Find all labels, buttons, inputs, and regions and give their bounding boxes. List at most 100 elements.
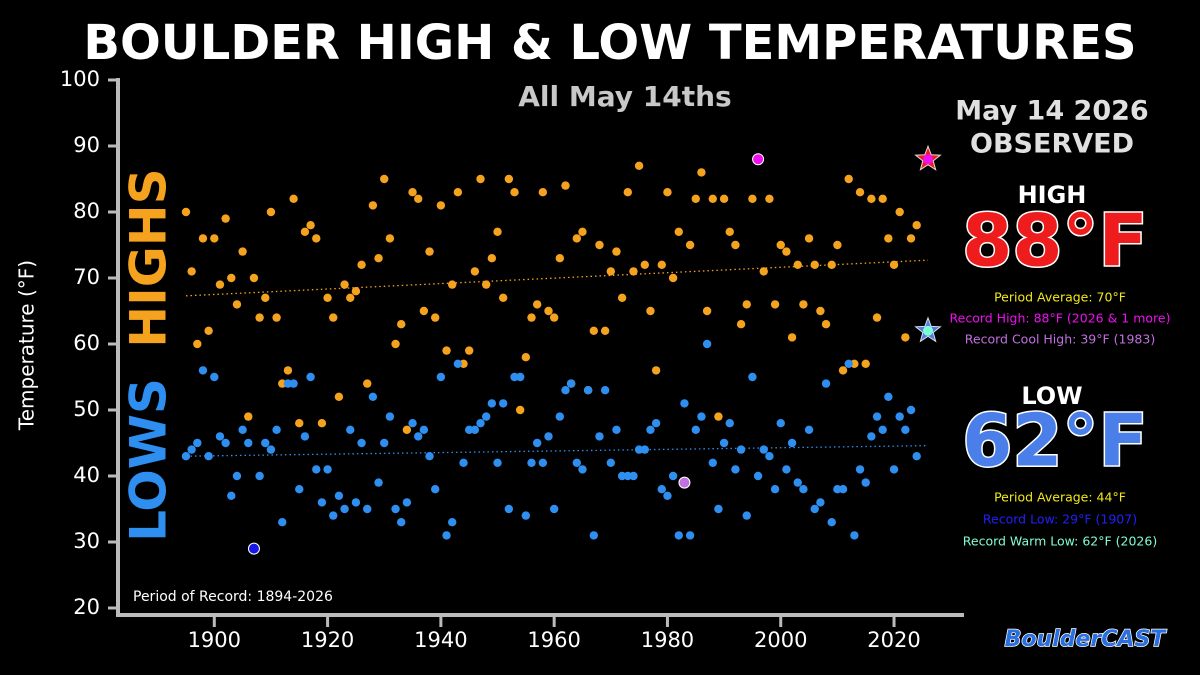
point — [436, 372, 446, 382]
point — [419, 306, 429, 316]
point — [889, 465, 899, 474]
point — [187, 445, 196, 454]
point — [578, 465, 587, 474]
point — [827, 260, 836, 269]
point — [708, 458, 717, 467]
point — [521, 511, 531, 520]
point — [816, 498, 825, 507]
point — [419, 425, 429, 434]
point — [595, 432, 604, 441]
point — [861, 478, 870, 487]
point — [810, 504, 819, 514]
point — [544, 306, 553, 316]
point — [668, 273, 678, 283]
point — [646, 306, 655, 316]
point — [561, 386, 570, 395]
point — [272, 313, 281, 322]
point — [595, 240, 604, 250]
point — [476, 174, 485, 184]
point — [272, 425, 281, 434]
point — [549, 504, 559, 514]
point — [697, 168, 706, 177]
y-tick-label: 90 — [73, 133, 100, 157]
point — [198, 366, 208, 375]
point — [821, 379, 831, 388]
point — [895, 412, 904, 421]
point — [793, 478, 802, 487]
point — [289, 379, 298, 388]
point — [521, 353, 531, 362]
point — [555, 254, 565, 263]
point — [612, 425, 621, 434]
point — [317, 419, 327, 428]
point — [515, 372, 525, 382]
point — [374, 478, 383, 487]
point — [657, 485, 666, 494]
point — [906, 234, 916, 243]
point — [895, 207, 904, 217]
point — [827, 518, 836, 527]
chart-title: BOULDER HIGH & LOW TEMPERATURES — [83, 15, 1136, 71]
point — [187, 267, 196, 276]
point — [215, 432, 225, 441]
point — [663, 188, 672, 197]
record-period: Period of Record: 1894-2026 — [133, 589, 333, 605]
point — [612, 247, 621, 256]
point — [498, 293, 508, 302]
point — [532, 300, 542, 309]
y-tick-label: 70 — [73, 265, 100, 289]
record-point — [247, 542, 260, 555]
point — [844, 174, 853, 184]
point — [787, 438, 797, 448]
point — [561, 181, 570, 190]
x-tick-label: 1940 — [414, 628, 467, 652]
point — [697, 412, 706, 421]
point — [278, 518, 287, 527]
point — [748, 372, 757, 382]
x-tick-label: 1960 — [527, 628, 580, 652]
point — [351, 287, 361, 296]
point — [459, 458, 468, 467]
point — [623, 188, 632, 197]
point — [510, 188, 519, 197]
point — [685, 240, 695, 250]
point — [346, 425, 355, 434]
point — [702, 339, 712, 349]
point — [181, 207, 191, 217]
point — [238, 247, 247, 256]
point — [725, 227, 734, 236]
point — [425, 247, 434, 256]
point — [844, 359, 853, 368]
point — [295, 485, 304, 494]
point — [493, 227, 502, 236]
point — [572, 458, 582, 467]
point — [210, 372, 219, 382]
point — [340, 504, 349, 514]
point — [527, 313, 536, 322]
point — [385, 234, 395, 243]
panel-status: OBSERVED — [970, 129, 1134, 160]
record-point — [678, 476, 691, 489]
point — [351, 498, 361, 507]
point — [600, 326, 610, 335]
x-tick-label: 1980 — [641, 628, 694, 652]
point — [414, 432, 423, 441]
point — [295, 419, 304, 428]
point — [448, 518, 457, 527]
point — [770, 485, 780, 494]
y-tick-label: 80 — [73, 199, 100, 223]
point — [266, 207, 276, 217]
point — [544, 432, 553, 441]
high-note: Record High: 88°F (2026 & 1 more) — [950, 311, 1171, 326]
point — [889, 260, 899, 269]
point — [289, 194, 298, 203]
y-tick-label: 100 — [60, 67, 100, 91]
point — [810, 260, 819, 269]
point — [651, 366, 661, 375]
point — [748, 194, 757, 203]
x-tick-label: 1920 — [301, 628, 354, 652]
point — [770, 300, 780, 309]
point — [232, 471, 242, 481]
point — [464, 346, 474, 355]
point — [742, 300, 751, 309]
